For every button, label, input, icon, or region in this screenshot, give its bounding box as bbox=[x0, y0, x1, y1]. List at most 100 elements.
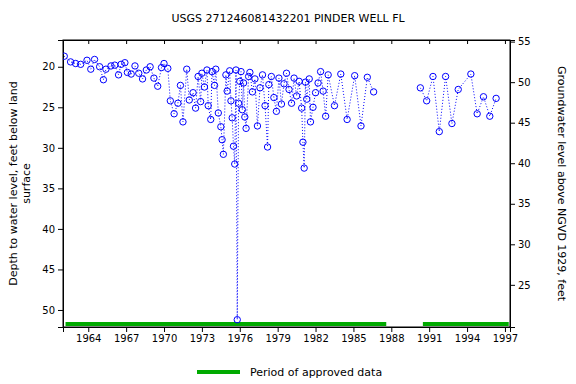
tick-label: 40 bbox=[42, 224, 55, 235]
tick-mark bbox=[510, 123, 515, 124]
data-point bbox=[167, 98, 173, 104]
data-point bbox=[370, 89, 376, 95]
data-point bbox=[180, 119, 186, 125]
data-point bbox=[423, 98, 429, 104]
tick bbox=[316, 40, 317, 44]
tick-mark bbox=[58, 310, 63, 311]
tick: 1988 bbox=[379, 327, 404, 344]
tick-mark bbox=[202, 40, 203, 44]
data-point bbox=[474, 111, 480, 117]
tick-mark bbox=[126, 327, 127, 332]
data-point bbox=[273, 108, 279, 114]
data-point bbox=[213, 66, 219, 72]
data-point bbox=[417, 85, 423, 91]
tick-mark bbox=[505, 40, 506, 44]
tick-label: 1982 bbox=[303, 333, 328, 344]
y-axis-title: Depth to water level, feet below landsur… bbox=[7, 81, 33, 286]
tick: 25 bbox=[42, 102, 63, 113]
tick-mark bbox=[278, 327, 279, 332]
tick-label: 50 bbox=[518, 77, 531, 88]
data-point bbox=[281, 81, 287, 87]
data-point bbox=[219, 137, 225, 143]
data-point bbox=[252, 76, 258, 82]
data-point bbox=[247, 69, 253, 75]
tick-label: 45 bbox=[42, 264, 55, 275]
data-point bbox=[249, 89, 255, 95]
tick-mark bbox=[278, 40, 279, 44]
tick-label: 30 bbox=[518, 239, 531, 250]
tick-mark bbox=[58, 107, 63, 108]
tick-label: 30 bbox=[42, 143, 55, 154]
tick-label: 55 bbox=[518, 36, 531, 47]
data-point bbox=[115, 72, 121, 78]
y-axis-title-line: Depth to water level, feet below land bbox=[7, 81, 20, 286]
tick-mark bbox=[510, 163, 515, 164]
tick: 35 bbox=[42, 183, 63, 194]
tick-label: 1964 bbox=[76, 333, 101, 344]
data-point bbox=[77, 61, 83, 67]
data-point bbox=[136, 70, 142, 76]
tick-label: 1994 bbox=[455, 333, 480, 344]
approved-period bbox=[423, 322, 509, 326]
tick-mark bbox=[505, 327, 506, 332]
title: USGS 271246081432201 PINDER WELL FL bbox=[171, 12, 405, 25]
tick: 1994 bbox=[455, 327, 480, 344]
data-point bbox=[192, 105, 198, 111]
data-point bbox=[304, 96, 310, 102]
legend-swatch bbox=[197, 370, 240, 374]
tick: 55 bbox=[510, 36, 531, 47]
data-point bbox=[298, 105, 304, 111]
tick-label: 1979 bbox=[265, 333, 290, 344]
data-point bbox=[264, 144, 270, 150]
data-point bbox=[455, 86, 461, 92]
tick: 1967 bbox=[114, 327, 139, 344]
data-point bbox=[288, 100, 294, 106]
tick-label: 1991 bbox=[417, 333, 442, 344]
series-line bbox=[64, 56, 496, 319]
data-point bbox=[358, 123, 364, 129]
tick: 40 bbox=[42, 224, 63, 235]
axis-line bbox=[511, 41, 516, 328]
data-point bbox=[243, 125, 249, 131]
data-point bbox=[442, 73, 448, 79]
tick-mark bbox=[58, 188, 63, 189]
data-point bbox=[271, 94, 277, 100]
y2-axis: 25303540455055 bbox=[510, 36, 531, 327]
data-point bbox=[266, 81, 272, 87]
data-point bbox=[480, 94, 486, 100]
data-point bbox=[493, 95, 499, 101]
tick-mark bbox=[510, 42, 515, 43]
tick: 1991 bbox=[417, 327, 442, 344]
tick-mark bbox=[510, 244, 515, 245]
data-point bbox=[257, 85, 263, 91]
data-point bbox=[468, 71, 474, 77]
tick bbox=[126, 40, 127, 44]
tick: 1973 bbox=[190, 327, 215, 344]
tick: 30 bbox=[510, 239, 531, 250]
tick-mark bbox=[467, 327, 468, 332]
tick bbox=[467, 40, 468, 44]
data-point bbox=[286, 86, 292, 92]
tick-mark bbox=[58, 67, 63, 68]
legend: Period of approved data bbox=[197, 366, 382, 379]
data-point bbox=[283, 70, 289, 76]
data-point bbox=[254, 123, 260, 129]
axis-line bbox=[64, 41, 511, 45]
tick bbox=[88, 40, 89, 44]
tick-mark bbox=[353, 327, 354, 332]
tick-mark bbox=[164, 40, 165, 44]
data-point bbox=[124, 69, 130, 75]
tick-label: 20 bbox=[42, 61, 55, 72]
tick: 1997 bbox=[493, 327, 518, 344]
axis-line bbox=[64, 328, 511, 333]
y-axis: 20253035404550 bbox=[42, 41, 63, 328]
x-axis-top bbox=[64, 40, 511, 44]
data-point bbox=[278, 101, 284, 107]
data-point bbox=[226, 68, 232, 74]
tick-mark bbox=[429, 327, 430, 332]
data-point bbox=[112, 62, 118, 68]
data-point bbox=[223, 72, 229, 78]
data-point bbox=[197, 98, 203, 104]
tick bbox=[278, 40, 279, 44]
tick-mark bbox=[467, 40, 468, 44]
